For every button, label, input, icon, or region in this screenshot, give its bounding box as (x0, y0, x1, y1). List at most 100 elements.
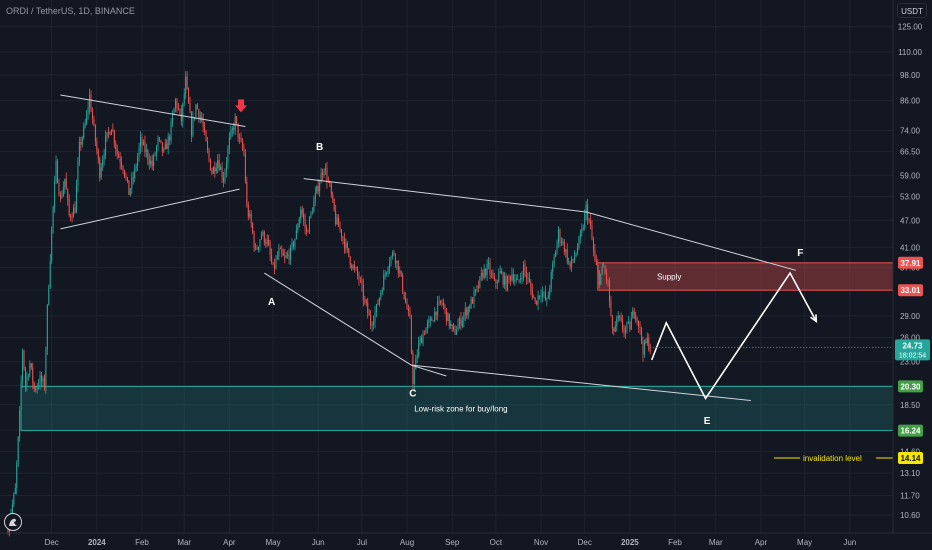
candle-body (24, 368, 26, 386)
candle-body (604, 266, 606, 273)
candle-body (227, 148, 229, 164)
candle-body (400, 270, 402, 276)
candle-body (320, 173, 322, 184)
candle-body (243, 148, 245, 153)
candle-body (257, 246, 260, 250)
candle-body (13, 493, 15, 505)
candle-body (406, 302, 408, 310)
candle-body (57, 160, 59, 183)
price-tick-label: 125.00 (898, 23, 923, 32)
candle-body (476, 285, 478, 290)
candle-body (259, 239, 261, 247)
candle-body (489, 262, 491, 274)
candle-body (515, 279, 517, 281)
candle-body (295, 230, 297, 239)
candle-body (239, 137, 241, 139)
price-label: 14.14 (900, 454, 921, 463)
candle-body (521, 277, 523, 279)
candle-body (546, 298, 548, 300)
candle-body (90, 94, 92, 112)
price-label-box (898, 256, 923, 269)
buy-zone-label: Low-risk zone for buy/long (414, 404, 507, 413)
candle-body (89, 94, 91, 109)
candle-body (217, 160, 219, 168)
candle-body (322, 173, 324, 176)
time-tick-label: Mar (709, 538, 723, 547)
candle-body (349, 256, 351, 265)
tradingview-logo-icon[interactable] (4, 513, 22, 531)
candle-body (608, 280, 610, 302)
candle-body (473, 291, 475, 304)
candle-body (415, 358, 417, 370)
candle-body (638, 320, 640, 327)
candle-body (373, 321, 375, 325)
candle-body (67, 189, 69, 199)
candle-body (14, 487, 16, 494)
candle-body (313, 200, 315, 213)
candle-body (170, 121, 172, 141)
candle-body (121, 162, 123, 167)
candle-body (584, 213, 586, 228)
candle-body (488, 262, 490, 264)
candle-body (150, 160, 152, 165)
candle-body (275, 258, 277, 269)
candle-body (336, 217, 338, 225)
candle-body (585, 204, 587, 214)
time-tick-label: Dec (45, 538, 59, 547)
candle-body (290, 246, 292, 260)
candle-body (233, 128, 235, 130)
wave-label-b: B (316, 142, 323, 153)
candle-body (358, 275, 360, 280)
candle-body (141, 136, 143, 146)
candle-body (58, 182, 60, 195)
candle-body (99, 158, 101, 178)
candle-body (156, 146, 158, 155)
candle-body (268, 239, 270, 246)
candle-body (354, 265, 356, 268)
candle-body (374, 311, 376, 322)
candle-body (278, 248, 280, 257)
candle-body (276, 256, 278, 259)
candle-body (262, 231, 264, 235)
candle-body (160, 139, 162, 143)
symbol-title[interactable]: ORDI / TetherUS, 1D, BINANCE (6, 6, 135, 16)
candle-body (145, 150, 147, 153)
candle-body (246, 181, 248, 206)
candle-body (224, 171, 226, 182)
candle-body (204, 126, 206, 132)
candle-body (71, 217, 73, 219)
candle-body (490, 273, 493, 275)
candle-body (78, 141, 80, 163)
candle-body (518, 279, 520, 281)
candle-body (164, 143, 166, 149)
candle-body (381, 290, 383, 293)
candle-body (167, 136, 169, 150)
candle-body (83, 126, 85, 138)
candle-body (54, 182, 56, 207)
candle-body (387, 267, 389, 273)
candle-body (208, 150, 210, 159)
candle-body (64, 178, 66, 188)
price-label: 33.01 (900, 286, 921, 295)
candle-body (509, 277, 511, 280)
candle-body (61, 196, 63, 198)
candle-body (42, 378, 44, 382)
currency-selector[interactable]: USDT (897, 3, 927, 18)
price-tick-label: 11.70 (900, 491, 920, 500)
wave-label-a: A (268, 297, 275, 308)
candle-body (201, 116, 203, 120)
candle-body (342, 236, 344, 239)
candle-body (639, 326, 641, 329)
candle-body (579, 233, 581, 238)
candle-body (291, 242, 293, 247)
candle-body (378, 297, 380, 305)
candle-body (294, 238, 296, 247)
candle-body (469, 307, 471, 309)
time-tick-label: May (265, 538, 280, 547)
candle-body (355, 267, 357, 269)
candle-body (502, 273, 504, 285)
candle-body (351, 264, 353, 269)
candle-body (412, 352, 414, 384)
candle-body (479, 276, 481, 288)
